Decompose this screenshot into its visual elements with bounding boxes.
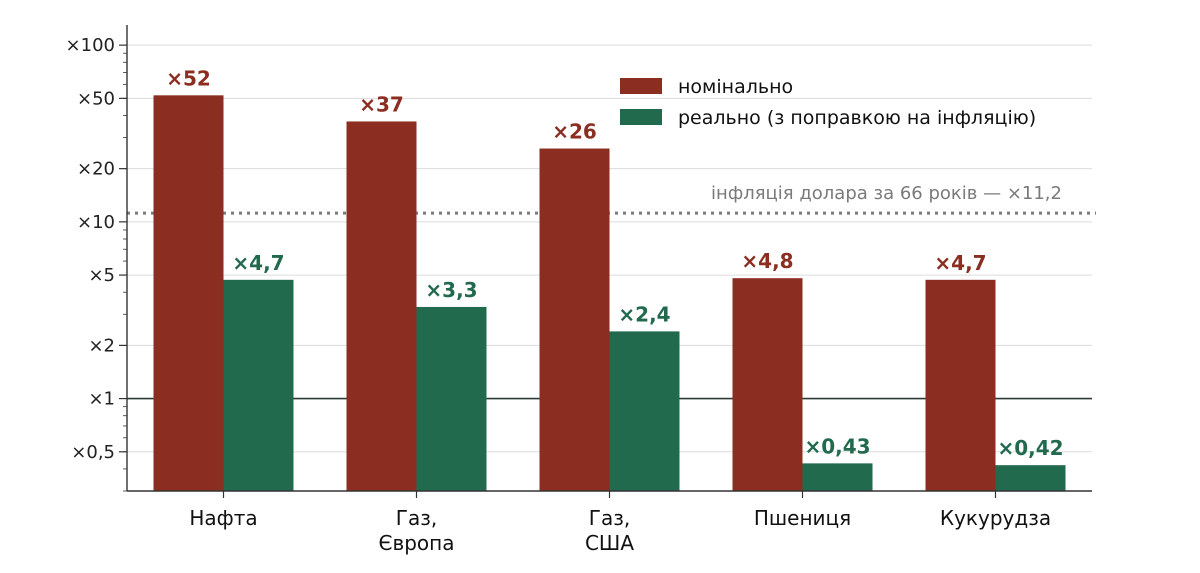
y-tick-label: ×1 <box>88 389 115 410</box>
y-tick-label: ×20 <box>77 159 115 180</box>
bar <box>153 95 224 492</box>
bar <box>539 148 610 491</box>
data-label: ×37 <box>359 92 404 116</box>
bar <box>995 465 1066 491</box>
y-tick-label: ×50 <box>77 88 115 109</box>
x-tick-label-line: Європа <box>378 531 454 555</box>
data-label: ×0,43 <box>804 434 870 458</box>
x-tick-label-line: Нафта <box>189 506 257 530</box>
y-tick-label: ×2 <box>88 335 115 356</box>
legend: номінально реально (з поправкою на інфляц… <box>620 76 1036 129</box>
data-label: ×26 <box>552 120 597 144</box>
x-tick-label: Кукурудза <box>940 506 1051 530</box>
legend-label: номінально <box>678 76 793 98</box>
x-tick-label-line: США <box>585 531 634 555</box>
data-label: ×4,8 <box>741 249 793 273</box>
inflation-annotation: інфляція долара за 66 років — ×11,2 <box>711 183 1062 204</box>
data-label: ×0,42 <box>997 436 1063 460</box>
data-label: ×2,4 <box>618 302 670 326</box>
bar <box>732 278 803 491</box>
data-label: ×4,7 <box>232 251 284 275</box>
y-tick-label: ×10 <box>77 212 115 233</box>
x-tick-label-line: Газ, <box>589 506 630 530</box>
x-tick-label-line: Пшениця <box>754 506 851 530</box>
y-tick-label: ×5 <box>88 265 115 286</box>
bar <box>416 306 487 491</box>
x-tick-label-line: Кукурудза <box>940 506 1051 530</box>
x-tick-label: Пшениця <box>754 506 851 530</box>
legend-swatch <box>620 109 662 125</box>
bar <box>802 463 873 491</box>
legend-swatch <box>620 78 662 94</box>
data-labels: ×52 ×37 ×26 ×4,8 ×4,7 ×4,7 ×3,3 ×2,4 ×0,43 ×0,42 <box>166 66 1063 460</box>
x-tick-label: Газ, США <box>585 506 634 555</box>
data-label: ×4,7 <box>934 251 986 275</box>
bar <box>925 279 996 491</box>
y-tick-label: ×100 <box>66 35 115 56</box>
bar <box>609 331 680 491</box>
bar <box>223 279 294 491</box>
x-tick-label: Газ, Європа <box>378 506 454 555</box>
x-tick-label: Нафта <box>189 506 257 530</box>
bars <box>153 95 1066 492</box>
data-label: ×52 <box>166 66 211 90</box>
y-tick-label: ×0,5 <box>71 442 115 463</box>
data-label: ×3,3 <box>425 278 477 302</box>
x-tick-label-line: Газ, <box>396 506 437 530</box>
bar <box>346 121 417 492</box>
legend-label: реально (з поправкою на інфляцію) <box>678 107 1036 129</box>
